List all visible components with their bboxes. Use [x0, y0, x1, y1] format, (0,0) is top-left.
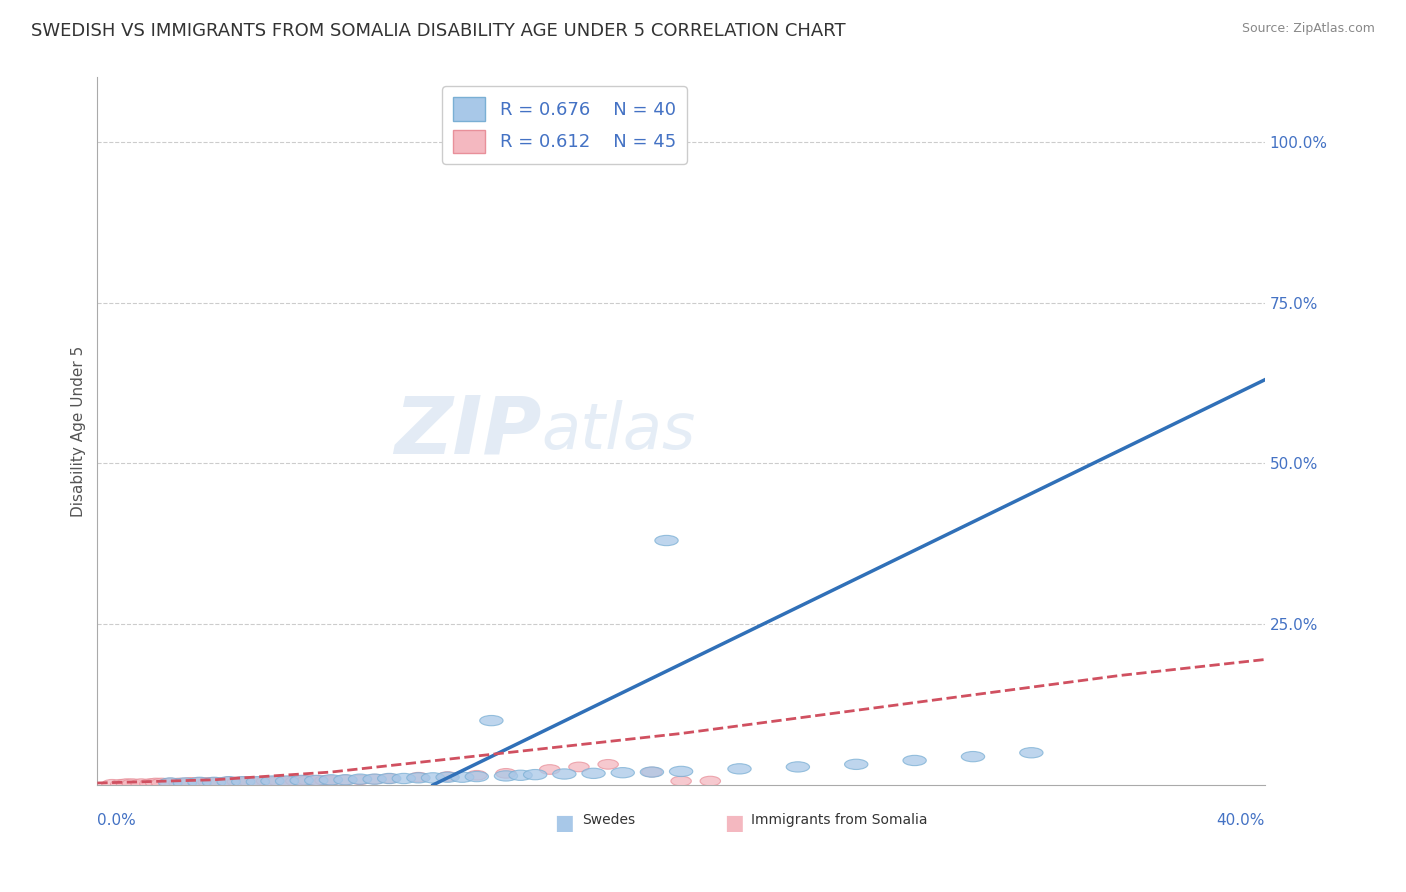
Ellipse shape	[305, 775, 328, 786]
Ellipse shape	[436, 772, 460, 782]
Ellipse shape	[437, 772, 458, 781]
Ellipse shape	[319, 774, 343, 785]
Ellipse shape	[290, 775, 314, 786]
Ellipse shape	[364, 774, 385, 784]
Ellipse shape	[174, 778, 195, 788]
Text: atlas: atlas	[541, 401, 695, 462]
Ellipse shape	[131, 779, 152, 789]
Ellipse shape	[612, 767, 634, 778]
Ellipse shape	[202, 777, 226, 788]
Ellipse shape	[406, 772, 430, 783]
Ellipse shape	[465, 772, 488, 781]
Ellipse shape	[263, 776, 283, 786]
Ellipse shape	[277, 776, 297, 786]
Ellipse shape	[321, 776, 342, 785]
Ellipse shape	[111, 780, 131, 789]
Ellipse shape	[239, 777, 259, 787]
Ellipse shape	[378, 773, 401, 784]
Text: Immigrants from Somalia: Immigrants from Somalia	[751, 814, 928, 827]
Ellipse shape	[496, 769, 516, 778]
Ellipse shape	[903, 756, 927, 765]
Ellipse shape	[962, 751, 984, 762]
Ellipse shape	[509, 770, 533, 780]
Text: 0.0%: 0.0%	[97, 814, 136, 829]
Ellipse shape	[380, 773, 399, 783]
Ellipse shape	[333, 774, 357, 785]
Ellipse shape	[671, 776, 692, 786]
Ellipse shape	[232, 777, 254, 787]
Ellipse shape	[297, 776, 318, 785]
Ellipse shape	[392, 773, 416, 784]
Ellipse shape	[786, 762, 810, 772]
Ellipse shape	[598, 759, 619, 769]
Ellipse shape	[669, 766, 693, 777]
Legend: R = 0.676    N = 40, R = 0.612    N = 45: R = 0.676 N = 40, R = 0.612 N = 45	[441, 87, 686, 163]
Ellipse shape	[159, 778, 181, 789]
Ellipse shape	[1019, 747, 1043, 758]
Y-axis label: Disability Age Under 5: Disability Age Under 5	[72, 345, 86, 516]
Ellipse shape	[218, 777, 239, 787]
Text: SWEDISH VS IMMIGRANTS FROM SOMALIA DISABILITY AGE UNDER 5 CORRELATION CHART: SWEDISH VS IMMIGRANTS FROM SOMALIA DISAB…	[31, 22, 845, 40]
Ellipse shape	[728, 764, 751, 774]
Ellipse shape	[307, 776, 326, 785]
Ellipse shape	[228, 777, 247, 787]
Ellipse shape	[122, 779, 142, 789]
Ellipse shape	[217, 777, 240, 787]
Ellipse shape	[700, 776, 720, 786]
Ellipse shape	[655, 535, 678, 546]
Ellipse shape	[256, 776, 277, 786]
Ellipse shape	[350, 775, 370, 785]
Ellipse shape	[188, 777, 211, 788]
Text: ■: ■	[554, 814, 574, 833]
Ellipse shape	[540, 764, 560, 774]
Ellipse shape	[152, 778, 172, 788]
Text: ■: ■	[724, 814, 744, 833]
Ellipse shape	[169, 778, 190, 788]
Ellipse shape	[246, 777, 270, 787]
Ellipse shape	[641, 767, 662, 777]
Text: ZIP: ZIP	[394, 392, 541, 470]
Ellipse shape	[117, 779, 136, 789]
Ellipse shape	[335, 775, 356, 785]
Ellipse shape	[845, 759, 868, 770]
Ellipse shape	[173, 778, 197, 789]
Ellipse shape	[479, 715, 503, 726]
Ellipse shape	[139, 779, 160, 789]
Ellipse shape	[198, 778, 218, 787]
Ellipse shape	[145, 778, 166, 788]
Ellipse shape	[209, 778, 231, 787]
Ellipse shape	[450, 772, 474, 782]
Ellipse shape	[269, 776, 288, 786]
Text: 40.0%: 40.0%	[1216, 814, 1265, 829]
Ellipse shape	[260, 776, 284, 786]
Ellipse shape	[291, 776, 312, 785]
Ellipse shape	[276, 776, 298, 786]
Ellipse shape	[569, 762, 589, 772]
Ellipse shape	[101, 780, 122, 789]
Ellipse shape	[349, 774, 371, 784]
Ellipse shape	[553, 769, 576, 779]
Text: Swedes: Swedes	[582, 814, 636, 827]
Text: Source: ZipAtlas.com: Source: ZipAtlas.com	[1241, 22, 1375, 36]
Ellipse shape	[408, 772, 429, 782]
Ellipse shape	[467, 771, 486, 780]
Ellipse shape	[495, 771, 517, 781]
Ellipse shape	[233, 777, 253, 787]
Ellipse shape	[180, 778, 201, 787]
Ellipse shape	[422, 772, 444, 783]
Ellipse shape	[247, 777, 269, 787]
Ellipse shape	[285, 776, 307, 786]
Ellipse shape	[190, 778, 209, 787]
Ellipse shape	[160, 778, 180, 788]
Ellipse shape	[523, 770, 547, 780]
Ellipse shape	[204, 778, 225, 787]
Ellipse shape	[363, 774, 387, 784]
Ellipse shape	[315, 776, 335, 785]
Ellipse shape	[582, 768, 605, 779]
Ellipse shape	[640, 767, 664, 777]
